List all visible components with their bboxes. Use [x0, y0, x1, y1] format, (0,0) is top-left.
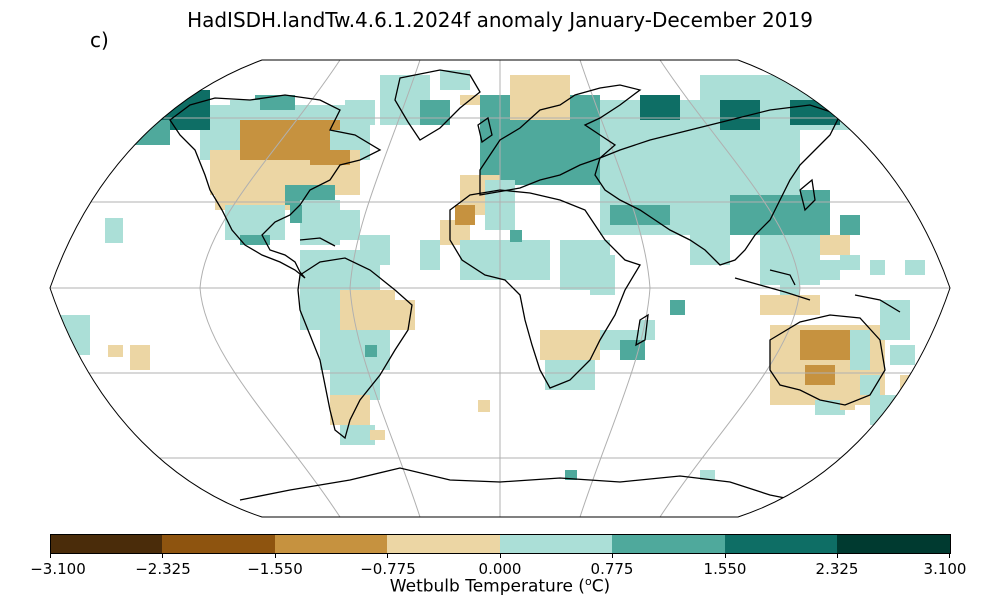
colorbar-segment-3	[275, 534, 388, 553]
anomaly-cell	[790, 100, 840, 125]
anomaly-cell	[460, 240, 550, 280]
colorbar-tick	[500, 553, 501, 558]
anomaly-cell	[800, 190, 830, 220]
colorbar-tick	[275, 553, 276, 558]
anomaly-cell	[455, 205, 475, 225]
anomaly-cell	[105, 218, 123, 243]
gridlines	[50, 60, 950, 517]
anomaly-cell	[640, 95, 680, 120]
globe-outline	[49, 59, 951, 518]
anomaly-cell	[478, 400, 490, 412]
anomaly-cell	[300, 290, 340, 330]
colorbar-segment-7	[725, 534, 838, 553]
anomaly-cell	[50, 315, 90, 355]
colorbar-tick-label: 1.550	[703, 560, 747, 578]
colorbar-tick	[725, 553, 726, 558]
anomaly-cell	[240, 235, 270, 245]
colorbar-tick-label: 3.100	[923, 560, 967, 578]
colorbar-tick	[837, 553, 838, 558]
anomaly-cell	[440, 70, 470, 90]
anomaly-cell	[700, 470, 715, 480]
anomaly-cell	[340, 425, 375, 445]
anomaly-cell	[320, 330, 390, 370]
colorbar-segment-5	[500, 534, 613, 553]
anomaly-cell	[395, 300, 415, 330]
anomaly-cell	[610, 205, 670, 225]
colorbar-tick	[612, 553, 613, 558]
anomaly-cell	[370, 430, 385, 440]
colorbar-tick	[387, 553, 388, 558]
anomaly-cell	[840, 255, 860, 270]
colorbar-segment-8	[837, 534, 950, 553]
anomaly-cell	[510, 230, 522, 242]
anomaly-cell	[800, 330, 850, 360]
anomaly-cell	[290, 205, 302, 223]
anomaly-cell	[820, 235, 850, 255]
anomaly-cell	[880, 300, 910, 340]
anomaly-cell	[340, 290, 395, 330]
panel-label: c)	[90, 28, 109, 52]
colorbar-title: Wetbulb Temperature (oC)	[389, 575, 611, 597]
anomaly-cell	[255, 95, 295, 110]
anomaly-cell	[130, 345, 150, 370]
anomaly-cell	[720, 100, 760, 130]
anomaly-cell	[320, 210, 360, 240]
anomaly-cell	[590, 255, 615, 295]
anomaly-cell	[890, 345, 915, 365]
anomaly-cell	[620, 340, 645, 360]
anomaly-cell	[840, 395, 855, 410]
anomaly-cell	[905, 260, 925, 275]
anomaly-cell	[108, 345, 123, 357]
anomaly-cell	[810, 260, 840, 280]
anomaly-cell	[870, 395, 910, 425]
colorbar-segment-6	[612, 534, 725, 553]
colorbar-tick	[949, 553, 950, 558]
colorbar-segment-4	[387, 534, 500, 553]
colorbar-tick	[50, 553, 51, 558]
colorbar-tick-label: −2.325	[135, 560, 191, 578]
anomaly-cell	[545, 360, 595, 390]
anomaly-cell	[225, 205, 285, 240]
anomaly-cell	[690, 215, 730, 265]
colorbar-tick-label: −0.775	[360, 560, 416, 578]
anomaly-cell	[330, 130, 355, 150]
colorbar-tick-label: 0.000	[478, 560, 522, 578]
colorbar	[50, 534, 950, 553]
anomaly-cell	[760, 295, 820, 315]
anomaly-cell	[805, 365, 835, 385]
anomaly-cell	[565, 470, 577, 480]
anomaly-cell	[540, 330, 600, 360]
anomaly-cell	[365, 345, 377, 357]
anomaly-cell	[420, 100, 450, 125]
anomaly-cell	[840, 215, 860, 235]
colorbar-tick-label: −3.100	[30, 560, 86, 578]
anomaly-cell	[850, 330, 870, 370]
colorbar-tick-label: 0.775	[590, 560, 634, 578]
coastlines	[169, 69, 916, 506]
world-map	[49, 59, 951, 518]
colorbar-segment-1	[50, 534, 163, 553]
colorbar-tick-label: −1.550	[247, 560, 303, 578]
anomaly-cell	[420, 240, 440, 270]
anomaly-cell	[670, 300, 685, 315]
anomaly-cell	[345, 100, 375, 125]
colorbar-tick-label: 2.325	[815, 560, 859, 578]
anomaly-cell	[230, 100, 260, 112]
chart-title: HadISDH.landTw.4.6.1.2024f anomaly Janua…	[187, 8, 813, 32]
anomaly-cell	[360, 235, 390, 265]
anomaly-cell	[860, 375, 880, 395]
anomaly-cell	[130, 120, 170, 145]
colorbar-tick	[162, 553, 163, 558]
colorbar-segment-2	[162, 534, 275, 553]
anomaly-cell	[510, 75, 570, 120]
anomaly-cell	[640, 320, 655, 340]
anomaly-cell	[870, 260, 885, 275]
